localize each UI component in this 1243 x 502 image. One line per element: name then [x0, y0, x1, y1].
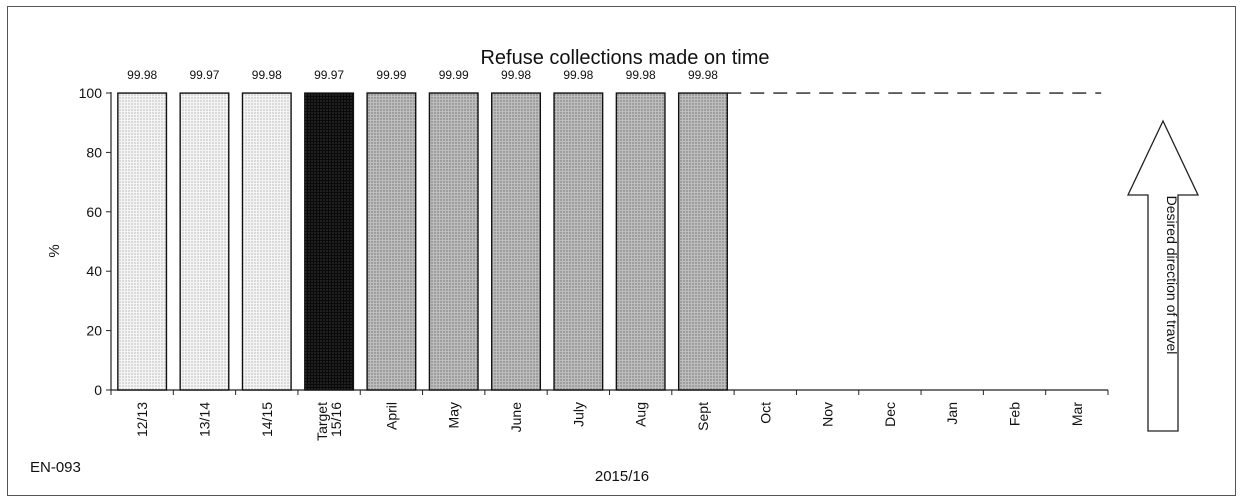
data-label: 99.98 — [688, 68, 718, 82]
bar-may — [428, 92, 479, 391]
data-label: 99.98 — [252, 68, 282, 82]
bar-14-15 — [241, 92, 292, 391]
data-label: 99.98 — [563, 68, 593, 82]
data-label: 99.99 — [439, 68, 469, 82]
x-tick-label: April — [383, 402, 399, 430]
bar-12-13 — [117, 92, 168, 391]
x-tick-label: Sept — [695, 402, 711, 431]
data-label: 99.97 — [189, 68, 219, 82]
y-tick-label: 80 — [86, 144, 102, 160]
data-label: 99.98 — [127, 68, 157, 82]
x-tick-label: Dec — [882, 402, 898, 427]
x-tick-label: 13/14 — [196, 402, 212, 437]
x-axis-title: 2015/16 — [595, 468, 649, 485]
bar-june — [491, 92, 542, 391]
x-tick-label: Feb — [1007, 402, 1023, 426]
y-tick-label: 20 — [86, 323, 102, 339]
bar-13-14 — [179, 92, 230, 391]
data-label: 99.98 — [501, 68, 531, 82]
x-tick-label: May — [446, 402, 462, 428]
x-tick-label: 12/13 — [134, 402, 150, 437]
x-tick-label: Target15/16 — [314, 402, 344, 441]
chart-frame: Refuse collections made on time % 2015/1… — [7, 6, 1236, 496]
chart-code-label: EN-093 — [30, 459, 81, 476]
bar-aug — [615, 92, 666, 391]
x-tick-label: Oct — [757, 402, 773, 424]
x-tick-label: Aug — [633, 402, 649, 427]
data-label: 99.97 — [314, 68, 344, 82]
data-label: 99.98 — [626, 68, 656, 82]
plot-area: 0 20 40 60 80 100 99.98 12/13 99.97 13/14 99.98 14/… — [79, 68, 1109, 441]
desired-direction-arrow-icon: Desired direction of travel — [1126, 119, 1200, 432]
x-tick-label: June — [508, 402, 524, 433]
data-label: 99.99 — [376, 68, 406, 82]
x-tick-label: 14/15 — [259, 402, 275, 437]
x-tick-label: Nov — [820, 402, 836, 427]
y-tick-label: 60 — [86, 204, 102, 220]
y-axis-title: % — [46, 244, 63, 257]
x-tick-label: Jan — [944, 402, 960, 425]
y-tick-label: 100 — [79, 85, 103, 101]
bar-july — [553, 92, 604, 391]
bar-sept — [677, 92, 728, 391]
direction-arrow-label: Desired direction of travel — [1164, 196, 1180, 355]
x-tick-label: Mar — [1069, 402, 1085, 426]
bar-chart: Refuse collections made on time % 2015/1… — [30, 47, 1200, 485]
y-tick-label: 40 — [86, 263, 102, 279]
bar-target-15-16 — [304, 92, 355, 391]
bar-april — [366, 92, 417, 391]
x-tick-label: July — [570, 402, 586, 427]
chart-title: Refuse collections made on time — [480, 47, 769, 69]
y-tick-label: 0 — [94, 382, 102, 398]
